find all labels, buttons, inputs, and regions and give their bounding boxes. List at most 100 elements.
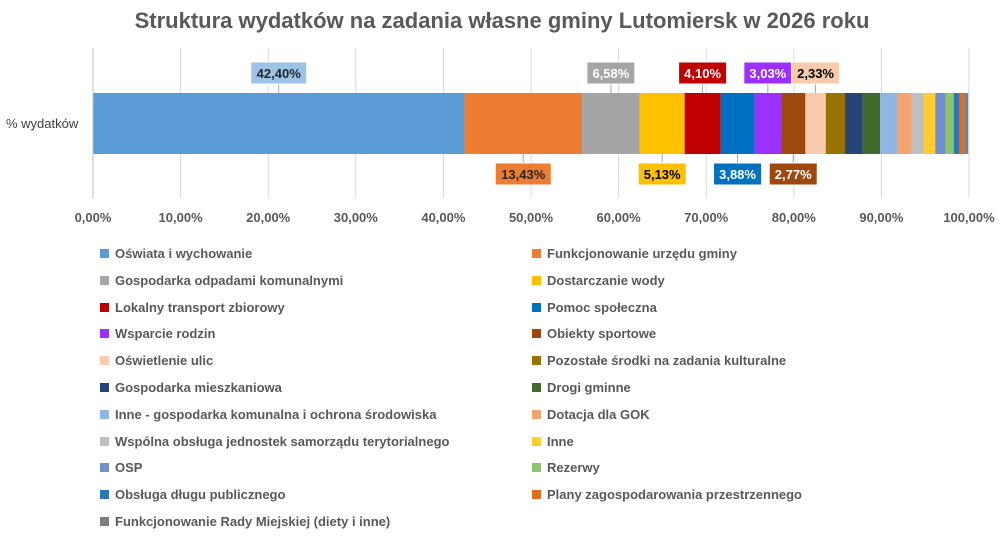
legend-swatch — [100, 490, 109, 500]
legend-item: Wsparcie rodzin — [100, 326, 215, 341]
data-label: 42,40% — [257, 66, 302, 81]
chart-title: Struktura wydatków na zadania własne gmi… — [134, 8, 870, 33]
legend-swatch — [100, 436, 109, 446]
bar-segment — [93, 93, 465, 154]
bar-segment — [953, 93, 960, 154]
bar-segment — [862, 93, 881, 154]
bar-segment — [935, 93, 946, 154]
bar-segment — [959, 93, 965, 154]
data-label-box — [250, 61, 308, 85]
legend-item: Obiekty sportowe — [532, 326, 656, 341]
legend-item: Wspólna obsługa jednostek samorządu tery… — [100, 434, 449, 449]
legend-label: Funkcjonowanie Rady Miejskiej (diety i i… — [115, 514, 391, 529]
legend-swatch — [532, 356, 541, 366]
legend-item: Pomoc społeczna — [532, 300, 657, 315]
data-label: 4,10% — [684, 66, 721, 81]
legend-swatch — [100, 383, 109, 392]
data-label: 3,88% — [719, 167, 756, 182]
legend-label: Obiekty sportowe — [547, 326, 657, 342]
x-tick-label: 0,00% — [75, 210, 112, 225]
legend-swatch — [532, 409, 541, 419]
legend-label: Dostarczanie wody — [547, 272, 665, 288]
bar-segment — [464, 93, 583, 154]
legend-label: Dotacja dla GOK — [547, 406, 650, 422]
bar-segment — [911, 93, 924, 154]
x-tick-label: 50,00% — [509, 210, 554, 225]
data-label-box — [637, 162, 687, 186]
data-label-box — [768, 162, 818, 186]
legend-swatch — [100, 517, 109, 526]
bar-segment — [720, 93, 755, 154]
legend-swatch — [100, 249, 109, 258]
legend-label: Inne - gospodarka komunalna i ochrona śr… — [115, 406, 437, 422]
legend-item: Inne — [532, 434, 574, 449]
legend-label: Pozostałe środki na zadania kulturalne — [547, 353, 787, 369]
category-label: % wydatków — [6, 116, 79, 131]
data-label: 2,77% — [775, 167, 812, 182]
legend-item: Lokalny transport zbiorowy — [100, 300, 285, 315]
bar-segment — [897, 93, 912, 154]
legend-swatch — [100, 329, 109, 339]
legend-label: Oświetlenie ulic — [115, 353, 214, 369]
legend-label: Oświata i wychowanie — [115, 246, 253, 261]
bar-segment — [781, 93, 806, 154]
legend-label: Wspólna obsługa jednostek samorządu tery… — [115, 433, 450, 449]
x-tick-label: 10,00% — [159, 210, 204, 225]
legend-label: Obsługa długu publicznego — [115, 487, 286, 503]
legend-label: Lokalny transport zbiorowy — [115, 299, 285, 315]
x-tick-label: 60,00% — [597, 210, 642, 225]
bar-segment — [825, 93, 846, 154]
x-tick-label: 70,00% — [684, 210, 729, 225]
legend-swatch — [100, 409, 109, 419]
legend-label: Inne — [547, 433, 574, 449]
legend-item: Rezerwy — [532, 460, 600, 475]
bar-segment — [639, 93, 685, 154]
legend-label: Funkcjonowanie urzędu gminy — [547, 246, 737, 261]
bar-segment — [945, 93, 954, 154]
legend-item: Dotacja dla GOK — [532, 407, 650, 422]
legend-item: Oświetlenie ulic — [100, 353, 213, 368]
legend-item: Oświata i wychowanie — [100, 246, 252, 261]
x-tick-label: 80,00% — [772, 210, 817, 225]
legend-label: Pomoc społeczna — [547, 299, 657, 315]
legend-item: Dostarczanie wody — [532, 273, 665, 288]
legend-item: Inne - gospodarka komunalna i ochrona śr… — [100, 407, 436, 422]
data-label: 3,03% — [749, 66, 786, 81]
legend-swatch — [532, 436, 541, 446]
legend-label: Rezerwy — [547, 460, 600, 476]
legend-label: Gospodarka mieszkaniowa — [115, 380, 282, 395]
bar-segment — [684, 93, 721, 154]
legend-swatch — [532, 329, 541, 339]
legend-swatch — [532, 383, 541, 392]
legend-swatch — [532, 249, 541, 258]
legend-item: Plany zagospodarowania przestrzennego — [532, 487, 802, 502]
legend-swatch — [100, 275, 109, 285]
legend-item: Gospodarka odpadami komunalnymi — [100, 273, 343, 288]
legend-swatch — [532, 490, 541, 500]
data-label: 2,33% — [797, 66, 834, 81]
legend-label: OSP — [115, 460, 143, 476]
plot-area: 0,00% 10,00% 20,00% 30,00% 40,00% 50,00% 60,00… — [75, 48, 995, 225]
legend-swatch — [100, 302, 109, 312]
legend-item: Drogi gminne — [532, 380, 631, 395]
bar-segment — [805, 93, 826, 154]
data-label-box — [791, 61, 841, 85]
data-label: 5,13% — [644, 167, 681, 182]
bar-segment — [845, 93, 863, 154]
bar-segment — [964, 93, 969, 154]
x-tick-label: 30,00% — [334, 210, 379, 225]
legend-item: Gospodarka mieszkaniowa — [100, 380, 282, 395]
legend-swatch — [100, 356, 109, 366]
data-label: 13,43% — [501, 167, 546, 182]
x-tick-label: 90,00% — [859, 210, 904, 225]
x-tick-label: 40,00% — [421, 210, 466, 225]
legend-label: Wsparcie rodzin — [115, 326, 216, 342]
legend-swatch — [100, 463, 109, 473]
data-label-box — [586, 61, 636, 85]
legend-item: Obsługa długu publicznego — [100, 487, 285, 502]
legend-item: OSP — [100, 460, 142, 475]
x-tick-label: 20,00% — [246, 210, 291, 225]
data-label-box — [713, 162, 763, 186]
legend-item: Pozostałe środki na zadania kulturalne — [532, 353, 786, 368]
